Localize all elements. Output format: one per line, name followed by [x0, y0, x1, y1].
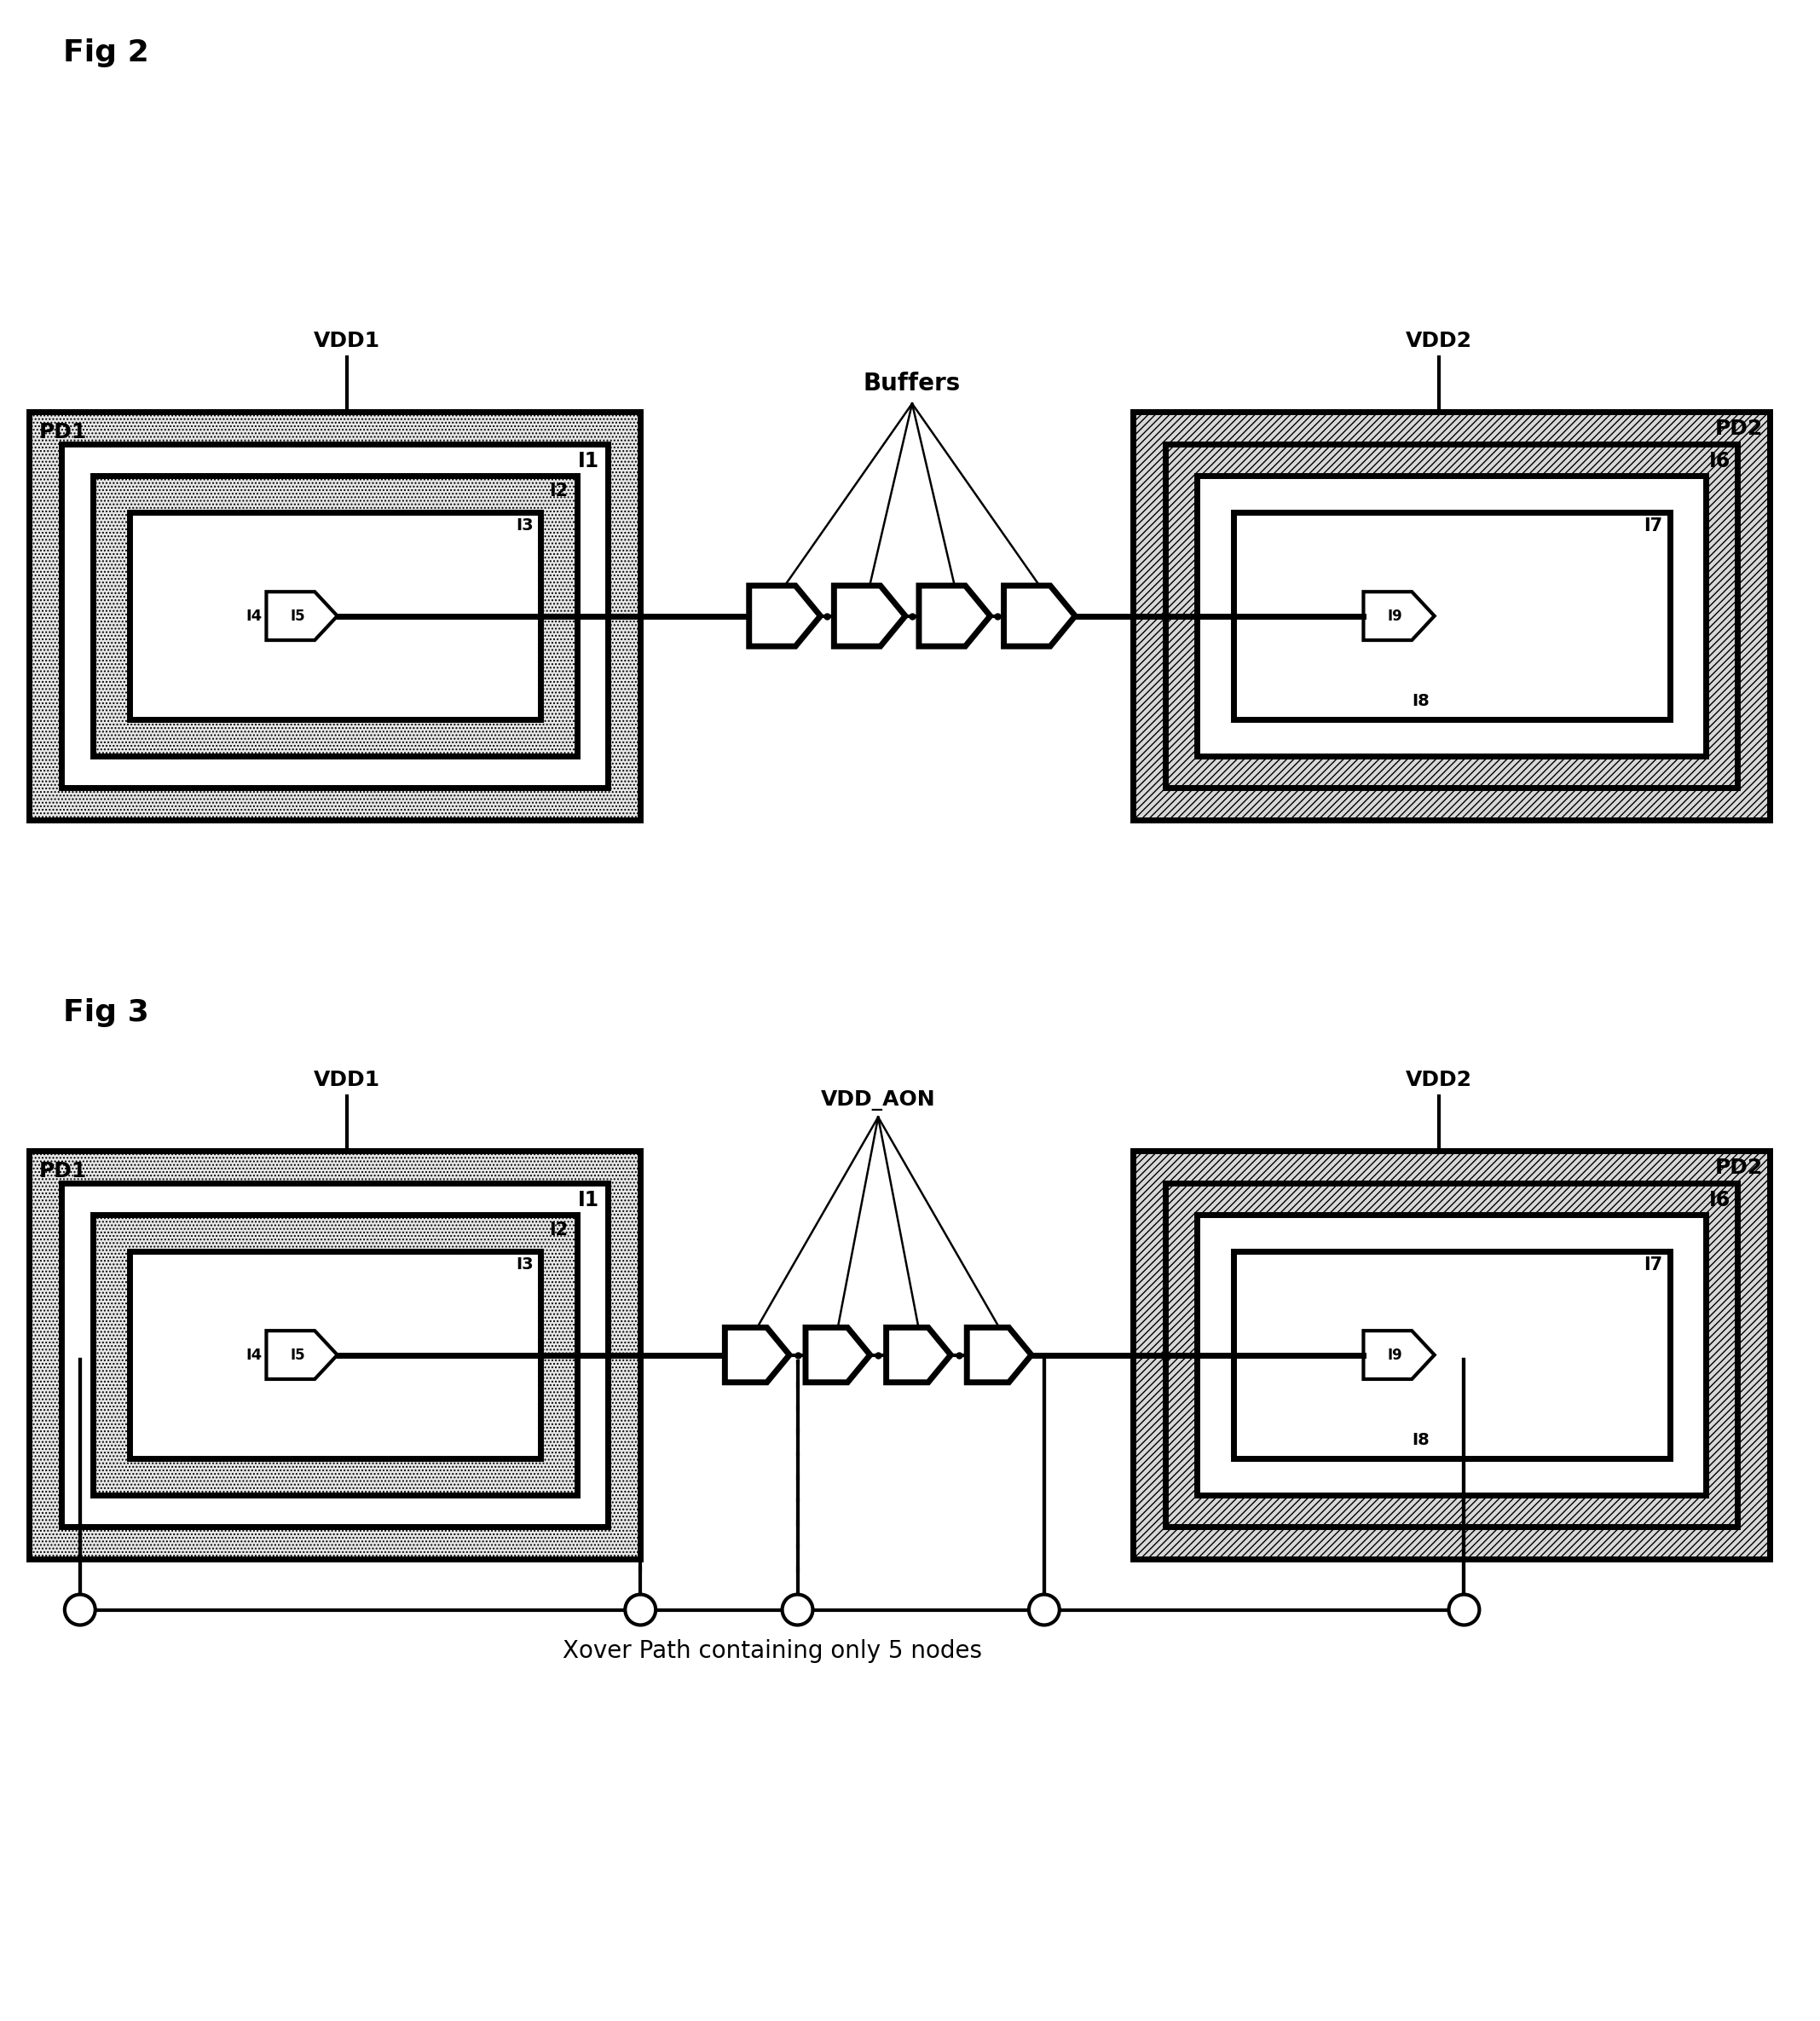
Bar: [1234, 1251, 1669, 1459]
Polygon shape: [266, 1330, 337, 1378]
Bar: [62, 445, 608, 788]
Bar: [1196, 1215, 1705, 1496]
Text: VDD2: VDD2: [1405, 1069, 1472, 1089]
Circle shape: [1028, 1595, 1059, 1625]
Text: Buffers: Buffers: [863, 372, 961, 396]
Polygon shape: [750, 586, 821, 647]
Text: I2: I2: [550, 1221, 568, 1239]
Text: VDD1: VDD1: [313, 331, 380, 352]
Polygon shape: [1363, 592, 1434, 641]
Text: I4: I4: [246, 1348, 262, 1362]
Text: Xover Path containing only 5 nodes: Xover Path containing only 5 nodes: [562, 1639, 981, 1663]
Bar: [1234, 513, 1669, 719]
Bar: [1132, 1152, 1769, 1558]
Bar: [129, 513, 541, 719]
Polygon shape: [1005, 586, 1076, 647]
Bar: [29, 1152, 641, 1558]
Circle shape: [624, 1595, 655, 1625]
Bar: [1165, 1184, 1738, 1526]
Text: I8: I8: [1412, 693, 1429, 709]
Text: I4: I4: [246, 608, 262, 624]
Polygon shape: [724, 1328, 790, 1382]
Text: I3: I3: [515, 1257, 533, 1273]
Bar: [129, 1251, 541, 1459]
Circle shape: [1449, 1595, 1480, 1625]
Text: I8: I8: [1412, 1433, 1429, 1449]
Bar: [1132, 412, 1769, 821]
Text: VDD_AON: VDD_AON: [821, 1089, 935, 1110]
Text: VDD2: VDD2: [1405, 331, 1472, 352]
Bar: [1165, 445, 1738, 788]
Polygon shape: [886, 1328, 950, 1382]
Text: VDD1: VDD1: [313, 1069, 380, 1089]
Text: I5: I5: [289, 608, 306, 624]
Bar: [93, 475, 577, 756]
Bar: [62, 1184, 608, 1526]
Bar: [29, 412, 641, 821]
Text: I7: I7: [1643, 517, 1663, 534]
Text: I3: I3: [515, 517, 533, 534]
Polygon shape: [1363, 1330, 1434, 1378]
Bar: [1196, 475, 1705, 756]
Text: PD2: PD2: [1714, 1158, 1764, 1178]
Text: I6: I6: [1709, 451, 1731, 471]
Text: I2: I2: [550, 483, 568, 499]
Polygon shape: [806, 1328, 870, 1382]
Text: I6: I6: [1709, 1190, 1731, 1211]
Bar: [93, 1215, 577, 1496]
Polygon shape: [919, 586, 990, 647]
Text: PD2: PD2: [1714, 418, 1764, 439]
Circle shape: [783, 1595, 814, 1625]
Circle shape: [66, 1595, 95, 1625]
Text: PD1: PD1: [40, 422, 87, 443]
Text: Fig 3: Fig 3: [64, 998, 149, 1027]
Polygon shape: [266, 592, 337, 641]
Polygon shape: [834, 586, 905, 647]
Text: Fig 2: Fig 2: [64, 38, 149, 67]
Text: I5: I5: [289, 1348, 306, 1362]
Text: I1: I1: [579, 451, 599, 471]
Text: I9: I9: [1387, 1348, 1401, 1362]
Text: I7: I7: [1643, 1257, 1663, 1273]
Text: PD1: PD1: [40, 1162, 87, 1182]
Polygon shape: [966, 1328, 1032, 1382]
Text: I9: I9: [1387, 608, 1401, 624]
Text: I1: I1: [579, 1190, 599, 1211]
